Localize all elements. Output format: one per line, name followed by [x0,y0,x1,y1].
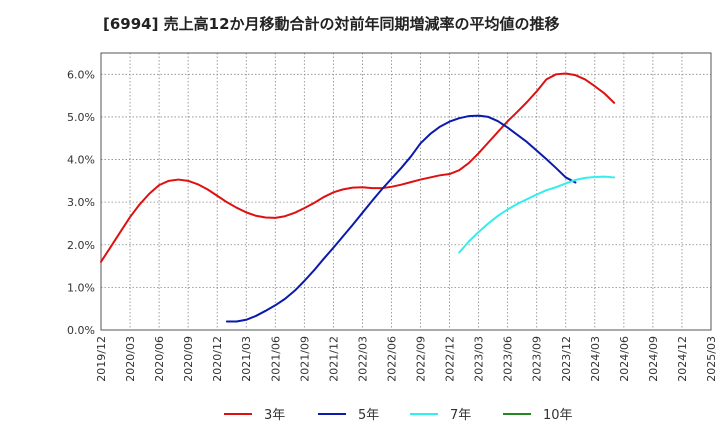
x-tick-label: 2021/06 [269,336,282,382]
x-tick-label: 2021/03 [240,336,253,382]
x-tick-label: 2025/03 [705,336,718,382]
y-tick-label: 3.0% [67,196,95,209]
legend-label-3: 7年 [450,408,471,423]
legend-label-1: 3年 [264,408,285,423]
series-line-2 [225,114,577,323]
series-line-3 [458,175,616,254]
x-tick-label: 2022/09 [415,336,428,382]
x-tick-label: 2020/06 [153,336,166,382]
x-tick-label: 2021/09 [298,336,311,382]
x-tick-label: 2024/12 [676,336,689,382]
series-line-1 [100,72,616,263]
plot-area [101,53,711,330]
x-tick-label: 2021/12 [327,336,340,382]
x-tick-label: 2022/06 [385,336,398,382]
x-tick-label: 2019/12 [95,336,108,382]
y-tick-label: 2.0% [67,239,95,252]
x-tick-label: 2023/06 [502,336,515,382]
plot-frame [100,52,712,331]
legend-label-4: 10年 [543,408,573,423]
y-tick-label: 1.0% [67,281,95,294]
x-tick-label: 2022/12 [444,336,457,382]
x-tick-label: 2023/12 [560,336,573,382]
y-tick-label: 6.0% [67,68,95,81]
legend-label-2: 5年 [358,408,379,423]
x-tick-label: 2024/06 [618,336,631,382]
x-tick-label: 2020/03 [124,336,137,382]
x-tick-label: 2020/09 [182,336,195,382]
chart-title: [6994] 売上高12か月移動合計の対前年同期増減率の平均値の推移 [103,15,560,33]
x-tick-label: 2023/03 [473,336,486,382]
x-tick-label: 2024/03 [589,336,602,382]
y-tick-label: 0.0% [67,324,95,337]
x-tick-label: 2024/09 [647,336,660,382]
x-tick-label: 2022/03 [356,336,369,382]
y-tick-label: 4.0% [67,154,95,167]
x-tick-label: 2023/09 [531,336,544,382]
x-tick-label: 2020/12 [211,336,224,382]
y-tick-label: 5.0% [67,111,95,124]
